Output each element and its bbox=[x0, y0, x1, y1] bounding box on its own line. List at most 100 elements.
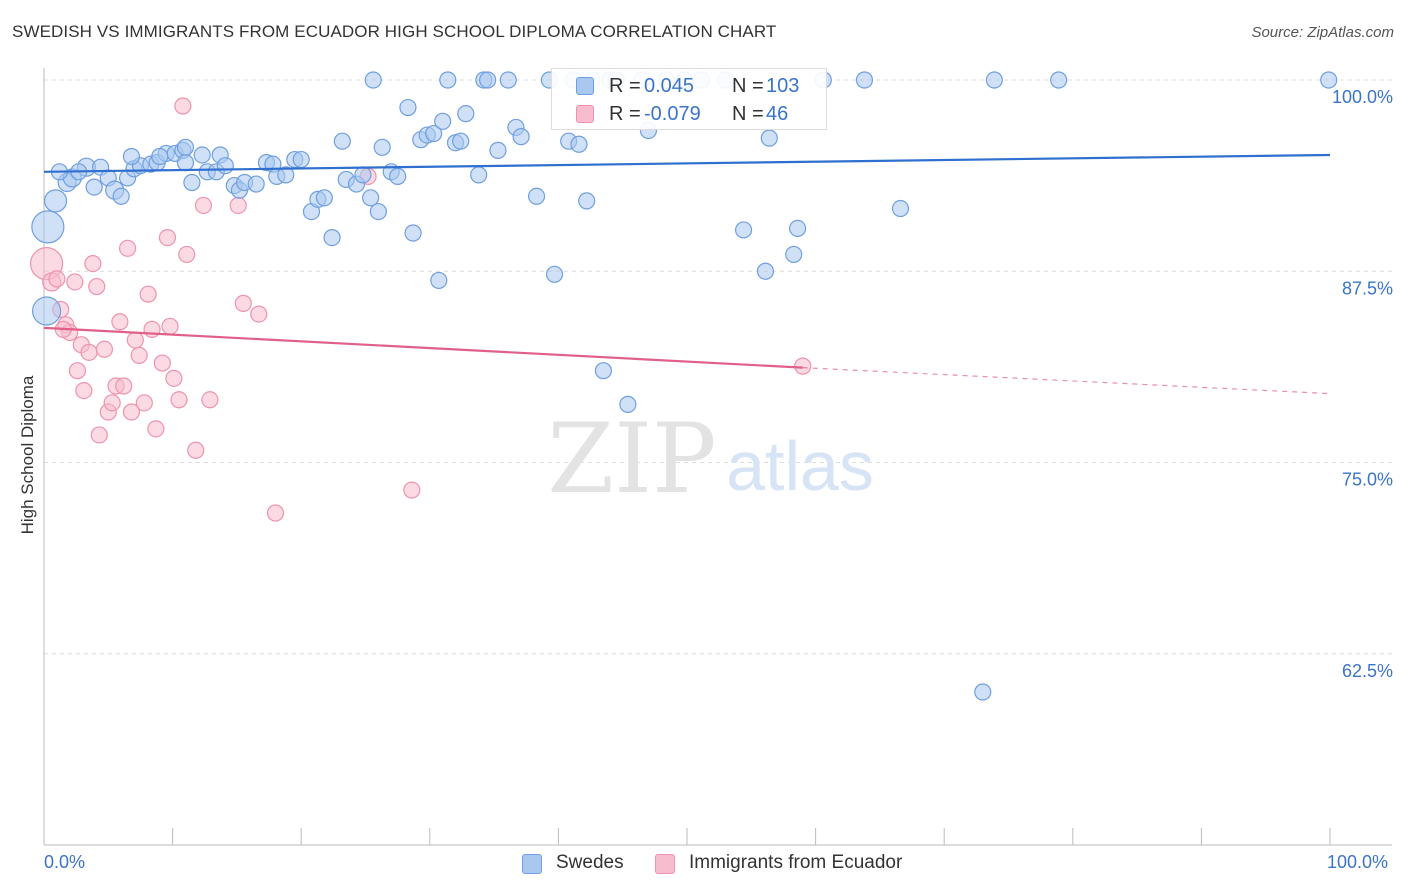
ecuador-point bbox=[161, 317, 179, 335]
swedes-point bbox=[333, 132, 351, 150]
swedes-point bbox=[292, 150, 310, 169]
source-attribution: Source: ZipAtlas.com bbox=[1251, 24, 1394, 41]
swedes-point bbox=[247, 175, 265, 193]
legend-swatch-ecuador bbox=[655, 854, 675, 874]
ecuador-point bbox=[403, 481, 421, 499]
watermark-zip: ZIP bbox=[547, 403, 716, 515]
series-swedes-points bbox=[31, 71, 1338, 701]
legend-label-ecuador: Immigrants from Ecuador bbox=[689, 852, 903, 873]
x-tick-label-min: 0.0% bbox=[44, 852, 86, 872]
r-label: R = bbox=[609, 75, 641, 97]
correlation-legend: R = 0.045 N = 103 R = -0.079 N = 46 bbox=[551, 68, 827, 130]
ecuador-trend-extension bbox=[802, 367, 1331, 395]
legend-label-swedes: Swedes bbox=[556, 852, 624, 873]
swedes-point bbox=[578, 192, 596, 210]
swedes-point bbox=[734, 221, 753, 239]
swedes-point bbox=[404, 224, 422, 242]
ecuador-point bbox=[80, 343, 98, 361]
swedes-point bbox=[985, 71, 1003, 89]
legend-swatch-ecuador bbox=[576, 105, 594, 123]
swedes-point bbox=[354, 166, 372, 184]
swedes-point bbox=[788, 219, 807, 238]
ecuador-point bbox=[234, 294, 252, 312]
swedes-point bbox=[151, 147, 169, 166]
ecuador-point bbox=[250, 305, 268, 323]
ecuador-point bbox=[115, 377, 133, 395]
swedes-point bbox=[277, 166, 295, 184]
ecuador-point bbox=[165, 369, 183, 387]
swedes-point bbox=[855, 71, 874, 89]
swedes-point bbox=[512, 128, 530, 146]
r-value: -0.079 bbox=[644, 103, 701, 125]
series-legend: Swedes Immigrants from Ecuador bbox=[0, 852, 1406, 878]
ecuador-point bbox=[174, 97, 192, 115]
ecuador-point bbox=[88, 277, 106, 296]
swedes-point bbox=[489, 141, 507, 159]
ecuador-point bbox=[103, 394, 121, 412]
swedes-point bbox=[176, 138, 195, 156]
ecuador-point bbox=[84, 255, 102, 273]
ecuador-point bbox=[126, 331, 144, 349]
swedes-point bbox=[479, 71, 497, 89]
ecuador-point bbox=[66, 273, 84, 291]
ecuador-point bbox=[170, 391, 188, 409]
y-tick-label: 75.0% bbox=[1342, 470, 1393, 490]
swedes-point bbox=[760, 129, 778, 147]
swedes-point bbox=[122, 147, 141, 166]
ecuador-point bbox=[75, 381, 93, 400]
ecuador-point bbox=[111, 313, 129, 331]
swedes-point bbox=[545, 265, 564, 283]
ecuador-point bbox=[229, 196, 247, 215]
swedes-point bbox=[31, 210, 65, 244]
y-tick-labels: 62.5% 75.0% 87.5% 100.0% bbox=[1332, 87, 1393, 681]
swedes-point bbox=[974, 683, 992, 701]
ecuador-point bbox=[68, 362, 87, 380]
n-label: N = bbox=[732, 103, 764, 125]
gridlines bbox=[44, 79, 1392, 655]
ecuador-point bbox=[153, 354, 171, 372]
swedes-point bbox=[369, 202, 387, 221]
chart-title: SWEDISH VS IMMIGRANTS FROM ECUADOR HIGH … bbox=[12, 22, 777, 41]
swedes-point bbox=[216, 157, 234, 175]
swedes-point bbox=[457, 105, 475, 123]
ecuador-point bbox=[130, 346, 148, 364]
swedes-point bbox=[364, 71, 382, 89]
swedes-point bbox=[362, 189, 380, 207]
swedes-point bbox=[43, 189, 68, 213]
swedes-point bbox=[183, 173, 201, 192]
swedes-point bbox=[439, 71, 457, 89]
swedes-point bbox=[499, 71, 517, 89]
swedes-point bbox=[323, 228, 341, 247]
ecuador-point bbox=[118, 239, 137, 257]
ecuador-point bbox=[95, 340, 114, 358]
swedes-point bbox=[756, 262, 775, 280]
swedes-point bbox=[570, 135, 588, 153]
swedes-point bbox=[112, 187, 130, 205]
swedes-point bbox=[373, 138, 391, 156]
r-label: R = bbox=[609, 103, 641, 125]
axes bbox=[43, 68, 1392, 846]
trend-lines bbox=[43, 153, 1331, 395]
swedes-point bbox=[470, 166, 488, 184]
y-tick-label: 62.5% bbox=[1342, 661, 1393, 681]
legend-swatch-swedes bbox=[576, 77, 594, 95]
ecuador-point bbox=[135, 394, 153, 412]
n-value: 103 bbox=[766, 75, 800, 97]
ecuador-trend-line bbox=[43, 326, 803, 369]
swedes-point bbox=[891, 199, 910, 218]
swedes-point bbox=[425, 124, 443, 143]
legend-row-ecuador: R = -0.079 N = 46 bbox=[552, 100, 826, 128]
swedes-point bbox=[452, 132, 470, 150]
swedes-point bbox=[619, 395, 637, 413]
ecuador-point bbox=[794, 357, 812, 375]
swedes-point bbox=[1320, 71, 1338, 89]
swedes-point bbox=[85, 178, 103, 196]
swedes-point bbox=[389, 167, 407, 185]
series-ecuador-points bbox=[29, 97, 812, 522]
swedes-point bbox=[527, 187, 546, 205]
legend-row-swedes: R = 0.045 N = 103 bbox=[552, 72, 826, 100]
ecuador-point bbox=[158, 228, 177, 247]
watermark-atlas: atlas bbox=[726, 427, 874, 505]
n-label: N = bbox=[732, 75, 764, 97]
